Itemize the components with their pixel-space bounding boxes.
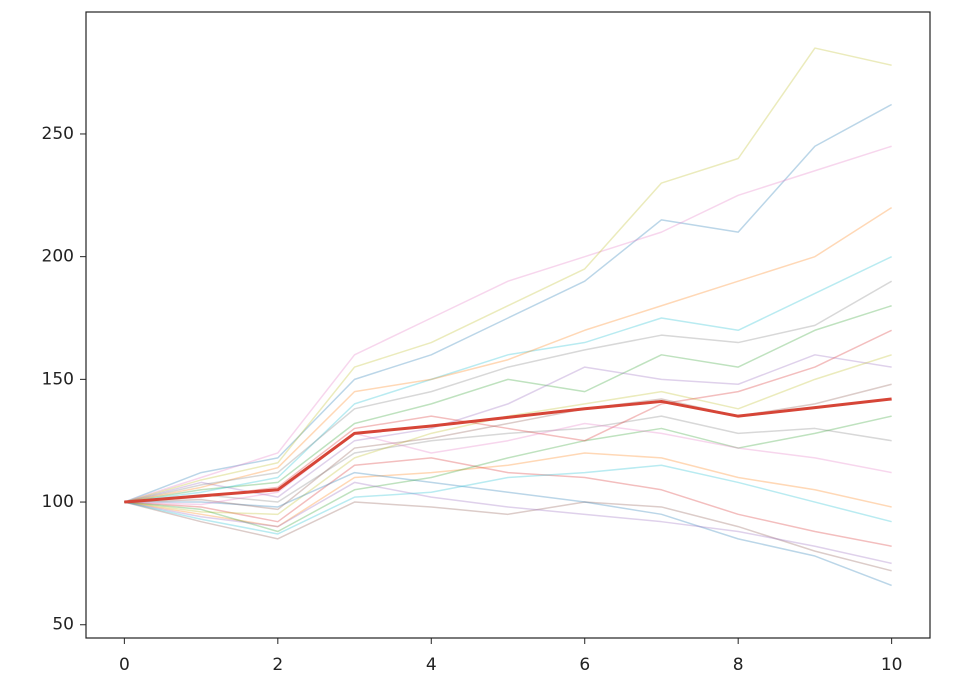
path-line	[124, 145, 892, 503]
x-tick-label: 8	[733, 655, 744, 675]
y-tick-label: 200	[42, 247, 74, 267]
path-line	[124, 471, 892, 587]
mean-line	[124, 397, 892, 504]
path-line	[124, 305, 892, 503]
y-tick-label: 50	[52, 615, 74, 635]
path-line	[124, 415, 892, 503]
x-tick-label: 10	[881, 655, 903, 675]
plot-frame	[85, 11, 931, 639]
x-tick-label: 6	[579, 655, 590, 675]
path-line	[124, 481, 892, 565]
path-line	[124, 457, 892, 547]
y-tick-label: 150	[42, 369, 74, 389]
x-tick-label: 4	[426, 655, 437, 675]
y-tick-label: 100	[42, 492, 74, 512]
path-line	[124, 280, 893, 503]
path-line	[124, 452, 892, 528]
path-line	[124, 464, 892, 535]
path-line	[124, 255, 892, 503]
path-line	[124, 501, 892, 572]
path-line	[124, 422, 892, 506]
x-tick-label: 2	[272, 655, 283, 675]
path-line	[124, 206, 893, 503]
x-tick-label: 0	[119, 655, 130, 675]
y-tick-label: 250	[42, 124, 74, 144]
path-line	[124, 103, 892, 503]
path-line	[124, 47, 892, 503]
path-line	[124, 415, 892, 533]
